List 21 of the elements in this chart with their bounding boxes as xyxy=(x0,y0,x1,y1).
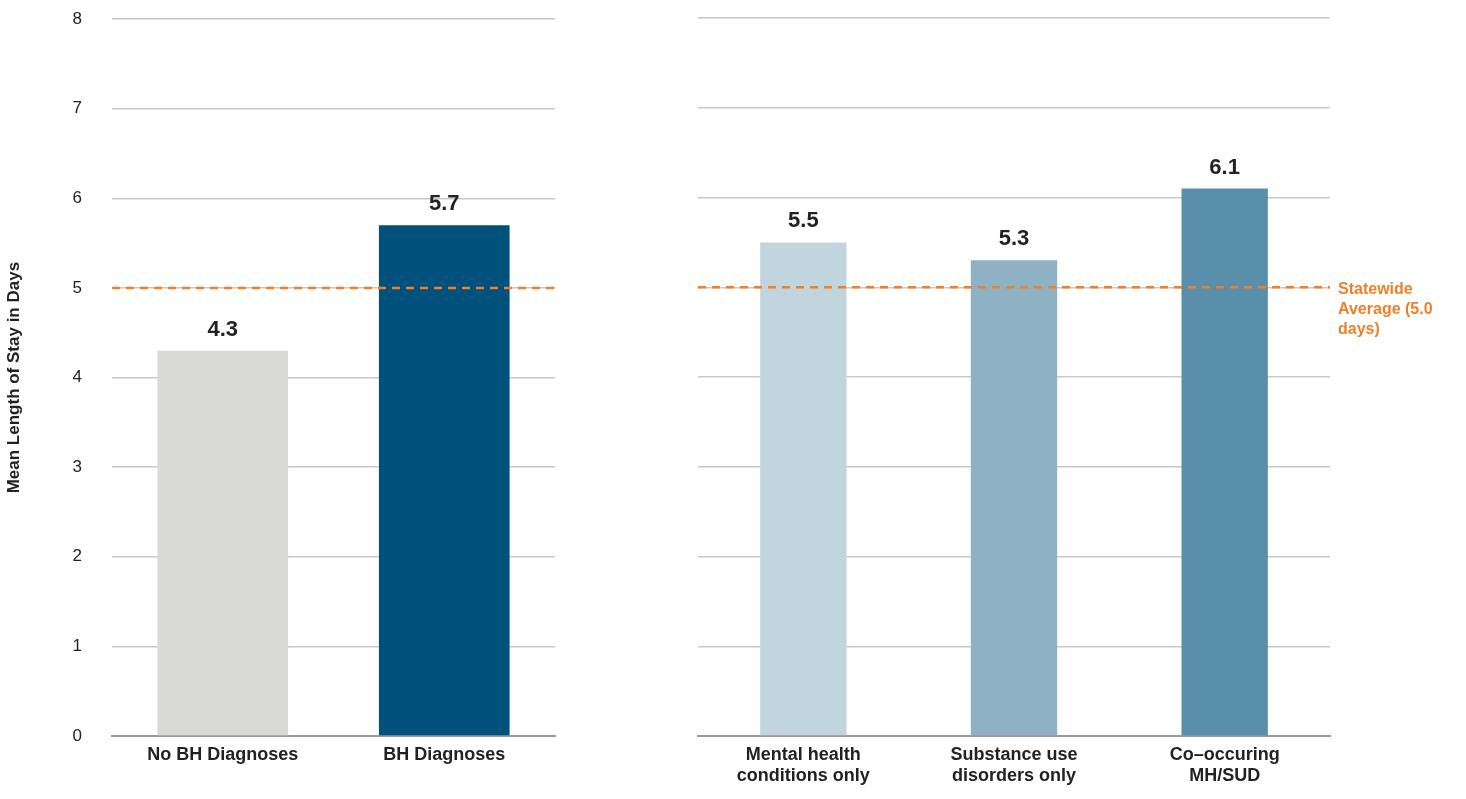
ref-line-label: Statewide Average (5.0 days) xyxy=(1338,279,1433,337)
y-tick-label: 7 xyxy=(72,98,82,118)
y-tick-label: 8 xyxy=(72,8,82,28)
y-axis-title: Mean Length of Stay in Days xyxy=(3,261,23,494)
data-label: 4.3 xyxy=(207,315,239,341)
y-tick-label: 3 xyxy=(72,456,82,476)
y-tick-label: 6 xyxy=(72,188,82,208)
x-tick-label: Substance use disorders only xyxy=(950,743,1078,786)
y-tick-label: 5 xyxy=(72,277,82,297)
x-tick-label: BH Diagnoses xyxy=(383,743,506,764)
x-tick-label: No BH Diagnoses xyxy=(147,743,299,764)
y-tick-label: 1 xyxy=(72,636,82,656)
data-label: 5.7 xyxy=(428,190,460,216)
data-label: 6.1 xyxy=(1209,153,1240,179)
x-tick-label: Co–occuring MH/SUD xyxy=(1169,743,1280,786)
data-label: 5.3 xyxy=(998,225,1030,251)
y-tick-label: 4 xyxy=(72,367,82,387)
data-label: 5.5 xyxy=(788,207,819,233)
x-tick-label: Mental health conditions only xyxy=(736,743,870,786)
y-tick-label: 2 xyxy=(72,546,82,566)
y-tick-label: 0 xyxy=(72,725,82,745)
